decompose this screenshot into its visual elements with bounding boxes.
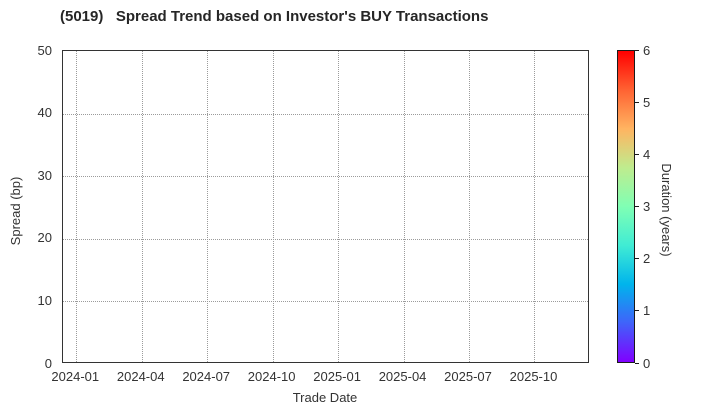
colorbar-tick-label: 2 [643,251,651,267]
h-gridline [63,238,588,240]
colorbar-tick-label: 6 [643,42,651,58]
plot-area [62,50,589,363]
h-gridline [63,301,588,303]
y-tick-label: 10 [37,292,52,308]
colorbar-tick-label: 1 [643,303,651,319]
y-tick-label: 0 [44,355,52,371]
v-gridline [403,51,405,362]
v-gridline [534,51,536,362]
colorbar-tick [635,101,639,103]
v-gridline [469,51,471,362]
v-gridline [272,51,274,362]
x-tick-label: 2025-10 [509,369,558,384]
y-tick-label: 30 [37,167,52,183]
y-tick-label: 40 [37,105,52,121]
y-tick-label: 50 [37,42,52,58]
h-gridline [63,176,588,178]
chart-title: (5019) Spread Trend based on Investor's … [60,8,489,25]
colorbar-tick-label: 0 [643,355,651,371]
v-gridline [207,51,209,362]
colorbar-gradient [617,50,635,363]
x-tick-label: 2024-07 [182,369,231,384]
colorbar-tick [635,362,639,364]
y-tick-label: 20 [37,230,52,246]
v-gridline [76,51,78,362]
x-axis-title: Trade Date [292,390,358,405]
h-gridline [63,113,588,115]
x-tick-label: 2025-04 [378,369,427,384]
x-tick-label: 2024-10 [247,369,296,384]
v-gridline [141,51,143,362]
x-tick-label: 2025-01 [313,369,361,384]
v-gridline [338,51,340,362]
colorbar-tick-label: 4 [643,146,651,162]
colorbar-tick [635,49,639,51]
x-tick-label: 2024-04 [116,369,165,384]
colorbar-tick [635,310,639,312]
colorbar-tick [635,258,639,260]
colorbar-tick-label: 5 [643,94,651,110]
colorbar-tick [635,153,639,155]
x-tick-label: 2025-07 [444,369,492,384]
colorbar-tick-label: 3 [643,199,651,214]
x-tick-label: 2024-01 [51,369,100,384]
colorbar-tick [635,206,639,207]
